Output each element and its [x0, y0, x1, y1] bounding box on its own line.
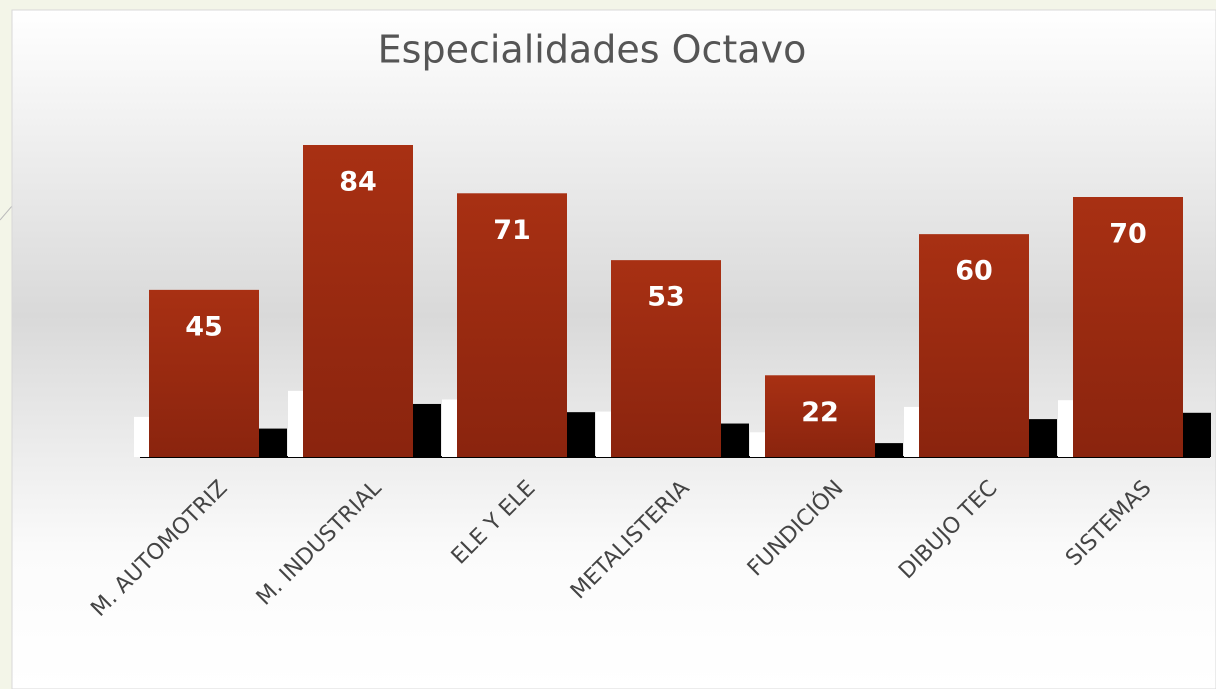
bar	[919, 234, 1029, 457]
value-label: 22	[801, 397, 839, 428]
value-label: 45	[185, 311, 223, 342]
bar-shadow	[288, 390, 304, 457]
bar	[1073, 197, 1183, 457]
bar-shadow	[134, 416, 150, 457]
bar	[457, 193, 567, 458]
bar	[611, 260, 721, 457]
value-label: 53	[647, 282, 685, 313]
bar-shadow	[750, 432, 766, 457]
bar-shadow	[442, 399, 458, 457]
value-label: 60	[955, 256, 993, 287]
bar	[765, 375, 875, 457]
bar-shadow	[408, 403, 441, 457]
bar-shadow	[596, 411, 612, 457]
bar-shadow	[1178, 412, 1211, 457]
value-label: 70	[1109, 219, 1147, 250]
bar-shadow	[254, 428, 287, 457]
bar-shadow	[870, 443, 903, 457]
bar-shadow	[1058, 400, 1074, 457]
value-label: 84	[339, 167, 377, 198]
chart-title: Especialidades Octavo	[378, 28, 807, 72]
bar	[149, 289, 259, 457]
bar-shadow	[562, 412, 595, 457]
bar-shadow	[1024, 419, 1057, 457]
bar	[303, 145, 413, 457]
value-label: 71	[493, 215, 531, 246]
bar-shadow	[716, 423, 749, 457]
bar-shadow	[904, 406, 920, 457]
